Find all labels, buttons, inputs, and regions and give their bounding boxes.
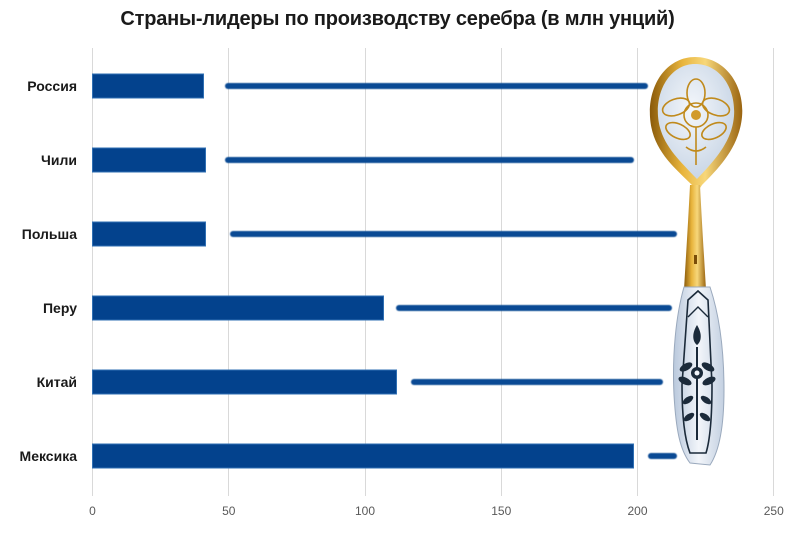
category-label: Польша <box>21 226 77 242</box>
gridline <box>364 48 366 496</box>
x-tick-label: 0 <box>89 504 96 518</box>
bar <box>92 73 204 99</box>
bar <box>92 295 384 321</box>
chart-title: Страны-лидеры по производству серебра (в… <box>120 8 675 30</box>
x-tick-label: 50 <box>222 504 236 518</box>
connector-line <box>648 453 677 459</box>
x-tick-label: 250 <box>763 504 784 518</box>
gridline <box>773 48 775 496</box>
bar <box>92 147 207 173</box>
gridline <box>500 48 502 496</box>
connector-line <box>396 305 672 311</box>
category-label: Мексика <box>19 448 77 464</box>
gridline <box>228 48 230 496</box>
x-tick-label: 200 <box>627 504 648 518</box>
bar <box>92 221 207 247</box>
connector-line <box>225 157 634 163</box>
gridline <box>637 48 638 496</box>
x-tick-label: 100 <box>354 504 376 518</box>
connector-line <box>411 379 663 385</box>
bar <box>92 443 635 469</box>
spoon-illustration-icon <box>649 57 743 466</box>
category-label: Чили <box>41 152 77 168</box>
category-label: Россия <box>27 78 77 94</box>
category-label: Перу <box>42 300 77 316</box>
connector-line <box>225 83 648 89</box>
category-label: Китай <box>36 374 77 390</box>
x-tick-label: 150 <box>491 504 512 518</box>
gridline <box>92 48 93 496</box>
connector-line <box>230 231 677 237</box>
bar <box>92 369 398 395</box>
